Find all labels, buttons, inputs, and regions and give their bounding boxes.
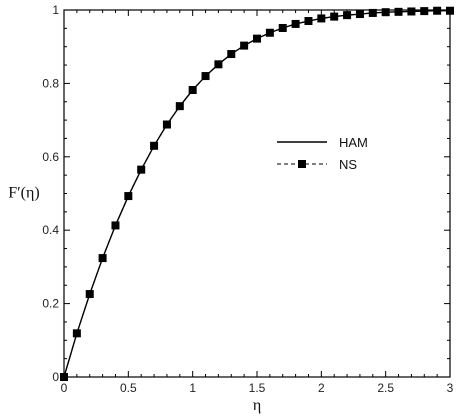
series-point-ns <box>420 7 429 16</box>
series-point-ns <box>304 17 313 26</box>
series-point-ns <box>317 14 326 23</box>
y-tick-label: 0.6 <box>42 150 59 164</box>
x-tick-label: 1 <box>189 381 196 395</box>
x-tick-label: 1.5 <box>249 381 266 395</box>
series-point-ns <box>240 41 249 50</box>
series-point-ns <box>278 23 287 32</box>
series-point-ns <box>150 141 159 150</box>
y-tick-label: 0.4 <box>42 223 59 237</box>
series-point-ns <box>72 329 81 338</box>
series-point-ns <box>381 8 390 17</box>
series-point-ns <box>446 6 454 15</box>
series-point-ns <box>175 102 184 111</box>
series-point-ns <box>124 192 133 201</box>
x-tick-label: 2 <box>318 381 325 395</box>
series-point-ns <box>162 120 171 129</box>
series-point-ns <box>355 10 364 19</box>
series-point-ns <box>227 50 236 59</box>
series-point-ns <box>214 60 223 69</box>
x-axis-label: η <box>253 397 261 414</box>
y-tick-label: 0.8 <box>42 76 59 90</box>
series-point-ns <box>253 34 261 43</box>
series-point-ns <box>265 28 274 37</box>
series-point-ns <box>433 6 442 15</box>
x-axis-ticks: 0 0.5 1 1.5 2 2.5 3 <box>61 10 454 395</box>
series-point-ns <box>407 7 416 16</box>
x-tick-label: 0.5 <box>120 381 137 395</box>
y-axis-label: F′(η) <box>8 185 39 202</box>
series-point-ns <box>291 19 300 28</box>
series-point-ns <box>98 254 107 263</box>
series-point-ns <box>330 12 339 21</box>
series-point-ns <box>60 373 68 381</box>
series-point-ns <box>85 290 94 299</box>
legend: HAM NS <box>277 135 368 172</box>
x-tick-label: 0 <box>61 381 68 395</box>
x-tick-label: 3 <box>447 381 454 395</box>
legend-label-ns: NS <box>339 157 357 172</box>
series-point-ns <box>343 11 352 20</box>
legend-label-ham: HAM <box>339 135 368 150</box>
series-point-ns <box>111 221 120 230</box>
series-point-ns <box>368 8 377 17</box>
y-tick-label: 0.2 <box>42 297 59 311</box>
series-layer <box>60 6 454 381</box>
y-tick-label: 0 <box>52 370 59 384</box>
y-axis-ticks: 0 0.2 0.4 0.6 0.8 1 <box>42 3 450 384</box>
series-point-ns <box>201 72 210 81</box>
series-point-ns <box>188 86 197 95</box>
series-point-ns <box>137 165 146 174</box>
x-tick-label: 2.5 <box>377 381 394 395</box>
series-point-ns <box>394 7 403 16</box>
legend-marker-ns <box>298 160 306 168</box>
y-tick-label: 1 <box>52 3 59 17</box>
